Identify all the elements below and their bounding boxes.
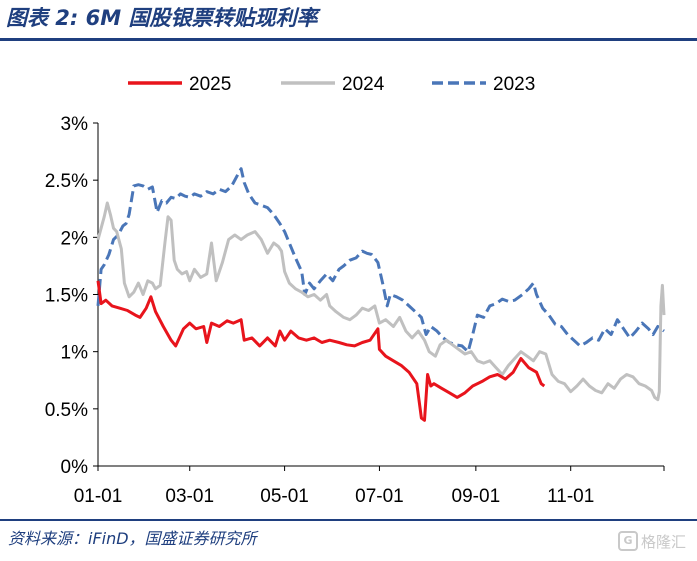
series-lines [96,167,666,422]
x-tick-label: 07-01 [355,486,404,507]
y-tick-label: 2% [61,228,89,249]
y-tick-label: 2.5% [45,171,88,192]
y-tick-label: 1.5% [45,286,88,307]
legend-label-2024: 2024 [342,74,385,95]
y-tick-label: 0% [61,457,89,478]
watermark: G 格隆汇 [618,526,696,556]
x-tick-label: 05-01 [260,486,309,507]
series-line-2024 [96,201,666,402]
header-rule [0,38,697,41]
y-tick-label: 0.5% [45,400,88,421]
chart-title: 图表 2: 6M 国股银票转贴现利率 [6,6,318,30]
x-tick-label: 03-01 [165,486,214,507]
x-tick-label: 11-01 [547,486,594,507]
footer-rule [0,519,697,521]
x-tick-label: 09-01 [452,486,501,507]
x-tick-label: 01-01 [74,486,123,507]
axes: 0% 0.5% 1% 1.5% 2% 2.5% 3% 01-01 03-01 05-01 07-01… [45,114,665,507]
legend-label-2023: 2023 [493,74,535,95]
watermark-logo-icon: G [618,531,638,551]
series-line-2023 [96,167,665,354]
y-tick-label: 3% [61,114,89,135]
legend: 2025 2024 2023 [128,74,535,95]
source-note: 资料来源：iFinD，国盛证券研究所 [8,529,257,548]
y-tick-label: 1% [61,343,89,364]
legend-label-2025: 2025 [189,74,231,95]
series-line-2025 [96,280,546,422]
watermark-text: 格隆汇 [641,532,687,551]
